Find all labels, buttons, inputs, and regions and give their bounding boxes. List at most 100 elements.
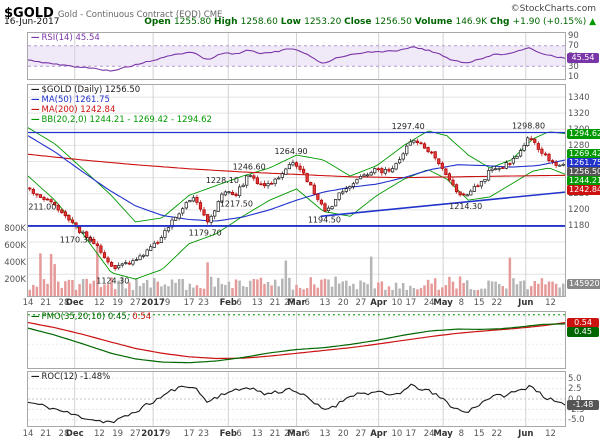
roc-axis-label: 0.0	[568, 395, 582, 405]
x-tick-label: 2017	[141, 429, 165, 439]
volume-axis-label: 800K	[4, 223, 26, 234]
x-tick-label: Feb	[219, 429, 237, 439]
x-tick-label: 28	[58, 429, 70, 439]
price-badge: 1269.42	[567, 148, 600, 159]
x-tick-label: 17	[405, 298, 417, 308]
quote-label: Volume	[414, 17, 456, 27]
roc-label: ROC(12) -1.48%	[41, 372, 111, 382]
ohlc-quote: Open 1255.80 High 1258.60 Low 1253.20 Cl…	[144, 17, 596, 27]
quote-label: Open	[144, 17, 174, 27]
quote-label: Chg	[490, 17, 513, 27]
quote-label: Close	[344, 17, 375, 27]
rsi-plot	[28, 33, 565, 79]
legend-ma200: MA(200) 1242.84	[41, 105, 116, 115]
pmo-signal-value: 0.54	[132, 312, 152, 322]
roc-axis-label: 2.5	[568, 384, 582, 395]
roc-axis-label: 5.0	[568, 373, 582, 384]
x-tick-label: 21	[269, 429, 281, 439]
price-axis-label: 1340	[568, 92, 590, 103]
x-tick-label: 6	[304, 429, 310, 439]
symbol-title: $GOLD	[4, 6, 54, 21]
roc-plot	[28, 372, 565, 426]
pmo-badge: 0.45	[567, 326, 599, 337]
x-tick-label: 19	[112, 429, 124, 439]
x-tick-label: 12	[93, 429, 105, 439]
volume-axis-label: 200K	[4, 274, 26, 285]
quote-value: 1255.80	[173, 17, 215, 27]
legend-price: $GOLD (Daily) 1256.50	[41, 85, 141, 95]
rsi-badge: 45.54	[567, 53, 599, 64]
stockcharts-credit: ©StockCharts.com	[510, 4, 596, 14]
price-annotation: 1264.90	[275, 147, 308, 156]
x-tick-label: 27	[129, 298, 141, 308]
x-tick-label: 21	[269, 298, 281, 308]
pmo-line-swatch: —	[31, 312, 40, 322]
price-axis-label: 1320	[568, 108, 590, 119]
x-tick-label: Jun	[518, 429, 534, 439]
x-tick-label: 14	[22, 429, 34, 439]
x-axis-bottom: 14 21 28 Dec 12 19 27 2017 9 17 23 Feb 6 13 21 27 Mar 6 13…	[0, 429, 600, 440]
x-tick-label: 17	[183, 298, 195, 308]
price-panel: 1211.00 1170.30 1124.30 1179.70 1228.10 1217.…	[28, 85, 565, 296]
x-tick-label: 27	[355, 298, 367, 308]
legend-row-bb: — BB(20,2,0) 1244.21 - 1269.42 - 1294.62	[31, 115, 212, 125]
rsi-axis-label: 90	[568, 31, 579, 42]
x-tick-label: 17	[183, 429, 195, 439]
x-tick-label: 14	[22, 298, 34, 308]
volume-axis-label: 400K	[4, 257, 26, 268]
x-tick-label: 13	[319, 298, 331, 308]
x-tick-label: Dec	[65, 429, 84, 439]
x-tick-label: Jun	[518, 298, 534, 308]
legend-row-ma50: — MA(50) 1261.75	[31, 95, 212, 105]
x-tick-label: 15	[473, 298, 485, 308]
pmo-value: 0.45,	[107, 312, 130, 322]
rsi-axis-label: 70	[568, 41, 579, 52]
roc-badge: -1.48	[567, 400, 599, 411]
rsi-label-row: — RSI(14) 45.54	[31, 33, 100, 43]
x-tick-label: 27	[284, 298, 295, 308]
bb-swatch: —	[31, 115, 40, 125]
price-annotation: 1211.00	[28, 203, 56, 212]
x-tick-label: 17	[405, 429, 417, 439]
price-axis-label: 1180	[568, 221, 590, 232]
volume-badge: 145920	[567, 278, 600, 289]
x-tick-label: 20	[337, 429, 349, 439]
chart-date: 16-Jun-2017	[4, 17, 60, 27]
price-annotation: 1194.50	[308, 216, 341, 225]
rsi-line-swatch: —	[31, 33, 40, 43]
x-tick-label: 27	[284, 429, 295, 439]
pmo-panel: — PMO(35,20,10) 0.45, 0.54	[28, 312, 565, 368]
rsi-axis-label: 30	[568, 61, 579, 72]
price-annotation: 1214.30	[449, 202, 482, 211]
x-tick-label: 13	[251, 429, 263, 439]
legend-bb: BB(20,2,0) 1244.21 - 1269.42 - 1294.62	[41, 115, 212, 125]
x-tick-label: 13	[251, 298, 263, 308]
x-tick-label: 15	[473, 429, 485, 439]
price-badge: 1256.50	[567, 166, 600, 177]
volume-axis-label: 600K	[4, 240, 26, 251]
roc-panel: — ROC(12) -1.48%	[28, 372, 565, 426]
rsi-axis-label: 10	[568, 71, 579, 82]
x-tick-label: 8	[458, 298, 465, 308]
chart-header: $GOLD Gold - Continuous Contract (EOD) CM…	[4, 2, 596, 21]
price-axis-label: 1200	[568, 205, 590, 216]
x-axis-mid: 14 21 28 Dec 12 19 27 2017 9 17 23 Feb 6 13 21 27 Mar 6 13…	[0, 298, 600, 309]
x-tick-label: 12	[545, 429, 556, 439]
quote-label: Low	[280, 17, 305, 27]
roc-axis-label: -5.0	[568, 415, 585, 426]
x-tick-label: 2017	[141, 298, 165, 308]
price-annotation: 1124.30	[96, 277, 129, 286]
x-tick-label: 20	[337, 298, 349, 308]
roc-label-row: — ROC(12) -1.48%	[31, 372, 110, 382]
x-tick-label: 21	[40, 429, 52, 439]
x-tick-label: 8	[458, 429, 465, 439]
pmo-label: PMO(35,20,10)	[41, 312, 106, 322]
x-tick-label: May	[433, 298, 453, 308]
price-plot: 1211.00 1170.30 1124.30 1179.70 1228.10 1217.…	[28, 85, 565, 296]
x-tick-label: 6	[304, 298, 310, 308]
pmo-plot	[28, 312, 565, 368]
quote-value: 146.9K	[455, 17, 491, 27]
rsi-panel: — RSI(14) 45.54	[28, 33, 565, 79]
rsi-label: RSI(14) 45.54	[41, 33, 100, 43]
x-tick-label: 23	[198, 429, 210, 439]
